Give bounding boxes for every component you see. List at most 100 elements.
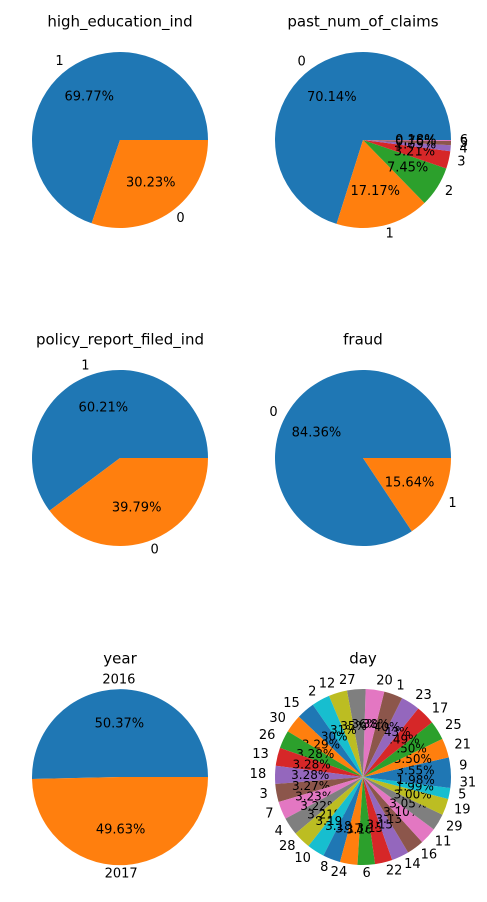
pie-slice	[308, 777, 363, 856]
slice-category-label: 2017	[105, 866, 138, 881]
pie-slice	[91, 140, 208, 228]
slice-category-label: 31	[460, 776, 477, 791]
slice-category-label: 20	[376, 674, 393, 689]
pie-slice	[340, 777, 363, 865]
pie-slice	[363, 757, 451, 777]
slice-category-label: 18	[250, 767, 267, 782]
slice-category-label: 12	[319, 677, 336, 692]
slice-percent-label: 3.21%	[394, 144, 435, 159]
slice-percent-label: 49.63%	[96, 822, 146, 837]
pie-slice	[336, 140, 425, 229]
pie-slice	[363, 698, 419, 777]
pie-slice	[363, 140, 451, 169]
pie-slice	[32, 777, 209, 866]
slice-category-label: 1	[55, 54, 63, 69]
slice-percent-label: 39.79%	[112, 501, 162, 516]
slice-category-label: 0	[297, 54, 305, 69]
pie-slice	[363, 777, 449, 815]
slice-category-label: 29	[446, 819, 463, 834]
pie-slice	[329, 690, 363, 777]
slice-category-label: 2	[308, 685, 316, 700]
pie-slice	[274, 52, 451, 224]
slice-category-label: 4	[275, 824, 283, 839]
pie-slice	[32, 369, 209, 511]
pie-slice	[32, 51, 208, 224]
slice-category-label: 0	[151, 542, 159, 557]
pie-slice	[298, 704, 363, 777]
pie-slice	[363, 140, 451, 152]
pie-subplot: high_education_ind 1 69.77% 0 30.23%	[32, 13, 208, 228]
slice-percent-label: 3.28%	[291, 768, 329, 782]
pie-slice	[363, 777, 434, 843]
pie-slice	[49, 458, 208, 546]
pie-slice	[363, 777, 409, 861]
pie-slice	[275, 777, 363, 802]
slice-category-label: 7	[265, 806, 273, 821]
pie-slice	[312, 695, 363, 777]
pie-slice	[363, 777, 393, 865]
slice-category-label: 30	[269, 711, 286, 726]
pie-subplot: day93.55%213.50%253.50%173.49%233.43%13.…	[250, 650, 476, 882]
slice-category-label: 23	[415, 688, 432, 703]
slice-category-label: 24	[331, 865, 348, 880]
chart-title: high_education_ind	[47, 13, 192, 32]
pie-slice	[363, 140, 451, 146]
slice-category-label: 1	[385, 227, 393, 242]
slice-category-label: 15	[283, 696, 300, 711]
slice-category-label: 22	[386, 864, 403, 879]
slice-percent-label: 84.36%	[292, 426, 342, 441]
slice-percent-label: 60.21%	[79, 400, 129, 415]
slice-category-label: 16	[421, 847, 438, 862]
slice-category-label: 2016	[102, 673, 135, 688]
chart-title: policy_report_filed_ind	[36, 331, 204, 350]
slice-category-label: 6	[460, 133, 468, 148]
slice-category-label: 10	[294, 851, 311, 866]
pie-slice	[363, 738, 449, 777]
pie-slice	[357, 777, 376, 866]
slice-category-label: 11	[435, 834, 452, 849]
slice-percent-label: 50.37%	[95, 717, 145, 732]
slice-category-label: 26	[259, 728, 276, 743]
pie-slice	[274, 765, 363, 785]
pie-slice	[363, 689, 385, 777]
slice-percent-label: 0.18%	[395, 133, 436, 148]
slice-category-label: 3	[260, 787, 268, 802]
slice-category-label: 17	[432, 701, 449, 716]
slice-category-label: 5	[460, 136, 468, 151]
pie-slice	[279, 731, 363, 777]
pie-slice	[363, 140, 447, 203]
pie-slice	[363, 777, 443, 830]
slice-category-label: 0	[176, 211, 184, 226]
slice-percent-label: 15.64%	[385, 475, 435, 490]
slice-percent-label: 1.98%	[397, 773, 435, 787]
slice-percent-label: 30.23%	[126, 175, 176, 190]
pie-slice	[287, 716, 363, 777]
slice-category-label: 6	[362, 866, 370, 881]
pie-slice	[285, 777, 363, 834]
pie-slice	[363, 722, 443, 777]
pie-slice	[363, 140, 451, 141]
slice-category-label: 27	[339, 673, 356, 688]
pie-slice	[323, 777, 363, 862]
pie-slice	[32, 689, 208, 780]
pie-slice	[363, 777, 451, 789]
slice-category-label: 2	[445, 184, 453, 199]
pie-subplot: year 2016 50.37% 2017 49.63%	[32, 650, 209, 881]
slice-category-label: 3	[457, 154, 465, 169]
slice-category-label: 13	[252, 747, 269, 762]
pie-slice	[346, 689, 366, 777]
slice-category-label: 28	[279, 839, 296, 854]
pie-slice	[275, 747, 363, 777]
pie-slice	[363, 708, 432, 777]
pie-subplot: policy_report_filed_ind 1 60.21% 0 39.79%	[32, 331, 209, 557]
pie-slice	[295, 777, 363, 847]
slice-category-label: 25	[445, 718, 462, 733]
slice-category-label: 1	[448, 496, 456, 511]
slice-percent-label: 3.28%	[293, 757, 331, 771]
slice-category-label: 5	[458, 788, 466, 803]
slice-category-label: 21	[454, 738, 471, 753]
pie-slice	[363, 691, 403, 777]
slice-category-label: 19	[454, 802, 471, 817]
